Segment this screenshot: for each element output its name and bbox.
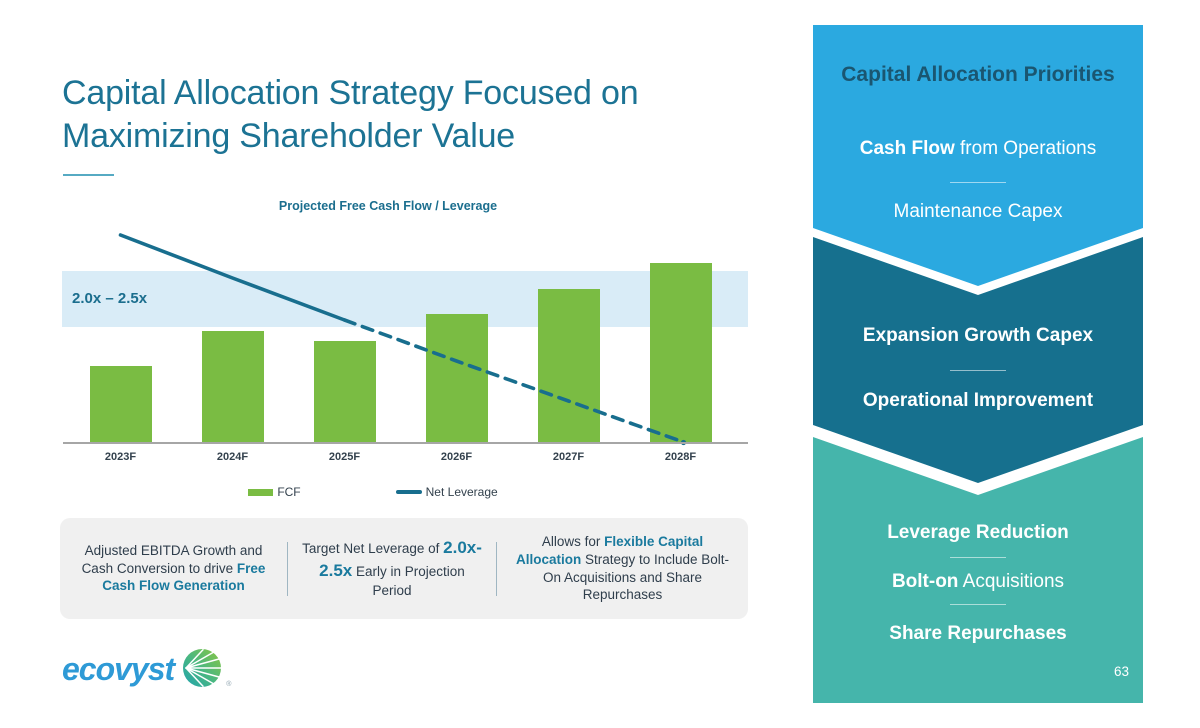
card-flexible-allocation: Allows for Flexible Capital Allocation S… — [497, 533, 748, 605]
capital-allocation-priorities-panel: Capital Allocation Priorities Cash Flow … — [813, 25, 1143, 703]
fcf-bar-2024F — [201, 331, 264, 443]
x-axis-label-2026F: 2026F — [440, 451, 473, 463]
legend-net-leverage-label: Net Leverage — [425, 485, 498, 499]
page-title-line1: Capital Allocation Strategy Focused on — [62, 74, 639, 112]
sidebar-heading: Capital Allocation Priorities — [841, 63, 1115, 86]
page-title: Capital Allocation Strategy Focused on M… — [62, 72, 822, 158]
priority-item: Share Repurchases — [813, 623, 1143, 645]
card-text-segment: 2.0x-2.5x — [319, 537, 482, 580]
card-text-segment: Target Net Leverage of — [302, 540, 444, 556]
priority-divider — [950, 370, 1006, 371]
page-number: 63 — [1113, 664, 1129, 679]
priority-item: Cash Flow from Operations — [813, 138, 1143, 160]
legend-fcf-label: FCF — [277, 485, 301, 499]
page-title-line2: Maximizing Shareholder Value — [62, 117, 516, 155]
card-target-leverage: Target Net Leverage of 2.0x-2.5x Early i… — [288, 537, 496, 600]
card-text-segment: Strategy to Include Bolt-On Acquisitions… — [542, 551, 730, 603]
priority-divider — [950, 182, 1006, 183]
fcf-bar-2028F — [649, 263, 712, 443]
chart-legend: FCF Net Leverage — [63, 485, 683, 499]
chart-title: Projected Free Cash Flow / Leverage — [278, 199, 498, 213]
priority-item-segment: Cash Flow — [859, 138, 955, 159]
priority-item: Leverage Reduction — [813, 522, 1143, 544]
priority-item: Operational Improvement — [813, 390, 1143, 412]
net-leverage-swatch-icon — [395, 490, 422, 494]
x-axis-label-2028F: 2028F — [664, 451, 697, 463]
title-accent-rule — [63, 174, 114, 176]
x-axis-line — [63, 442, 748, 444]
fcf-bar-2023F — [89, 366, 152, 443]
priority-section-operations: Capital Allocation Priorities Cash Flow … — [813, 25, 1143, 286]
priority-item: Maintenance Capex — [813, 201, 1143, 223]
priority-item-segment: Maintenance Capex — [893, 201, 1063, 222]
ecovyst-globe-icon — [183, 649, 222, 687]
x-axis-label-2023F: 2023F — [104, 451, 137, 463]
target-leverage-band — [62, 271, 748, 327]
priority-section-growth: Expansion Growth Capex Operational Improv… — [813, 237, 1143, 483]
priority-divider — [950, 604, 1006, 605]
x-axis-label-2024F: 2024F — [216, 451, 249, 463]
card-text-segment: Early in Projection Period — [352, 563, 465, 599]
card-text-segment: Flexible Capital Allocation — [515, 533, 704, 567]
ecovyst-logo-text: ecovyst — [62, 650, 175, 687]
card-free-cash-flow: Adjusted EBITDA Growth and Cash Conversi… — [60, 542, 287, 596]
card-divider — [287, 541, 288, 596]
legend-item-fcf: FCF — [248, 485, 301, 499]
priority-item: Bolt-on Acquisitions — [813, 571, 1143, 593]
priority-item-segment: Operational Improvement — [862, 390, 1094, 411]
priority-item-segment: Bolt-on — [891, 571, 959, 592]
fcf-bar-2027F — [537, 289, 600, 443]
fcf-bar-2025F — [313, 341, 376, 443]
legend-item-net-leverage: Net Leverage — [395, 485, 498, 499]
fcf-swatch-icon — [248, 488, 274, 496]
fcf-bar-2026F — [425, 314, 488, 443]
card-text-segment: Allows for — [541, 533, 605, 549]
x-axis-label-2025F: 2025F — [328, 451, 361, 463]
priority-item-segment: Expansion Growth Capex — [862, 325, 1094, 346]
priority-item-segment: Acquisitions — [958, 571, 1065, 592]
priority-item-segment: from Operations — [954, 138, 1097, 159]
key-messages-box: Adjusted EBITDA Growth and Cash Conversi… — [60, 518, 748, 619]
ecovyst-logo: ecovyst ® — [62, 648, 231, 690]
priority-item-segment: Leverage Reduction — [887, 522, 1069, 543]
priority-item: Expansion Growth Capex — [813, 325, 1143, 347]
card-divider — [496, 541, 497, 596]
card-text-segment: Free Cash Flow Generation — [102, 560, 266, 594]
priority-divider — [950, 557, 1006, 558]
card-text-segment: Adjusted EBITDA Growth and Cash Conversi… — [81, 542, 263, 576]
x-axis-label-2027F: 2027F — [552, 451, 585, 463]
target-leverage-band-label: 2.0x – 2.5x — [72, 290, 148, 307]
priority-item-segment: Share Repurchases — [889, 623, 1067, 644]
registered-mark: ® — [226, 681, 232, 688]
